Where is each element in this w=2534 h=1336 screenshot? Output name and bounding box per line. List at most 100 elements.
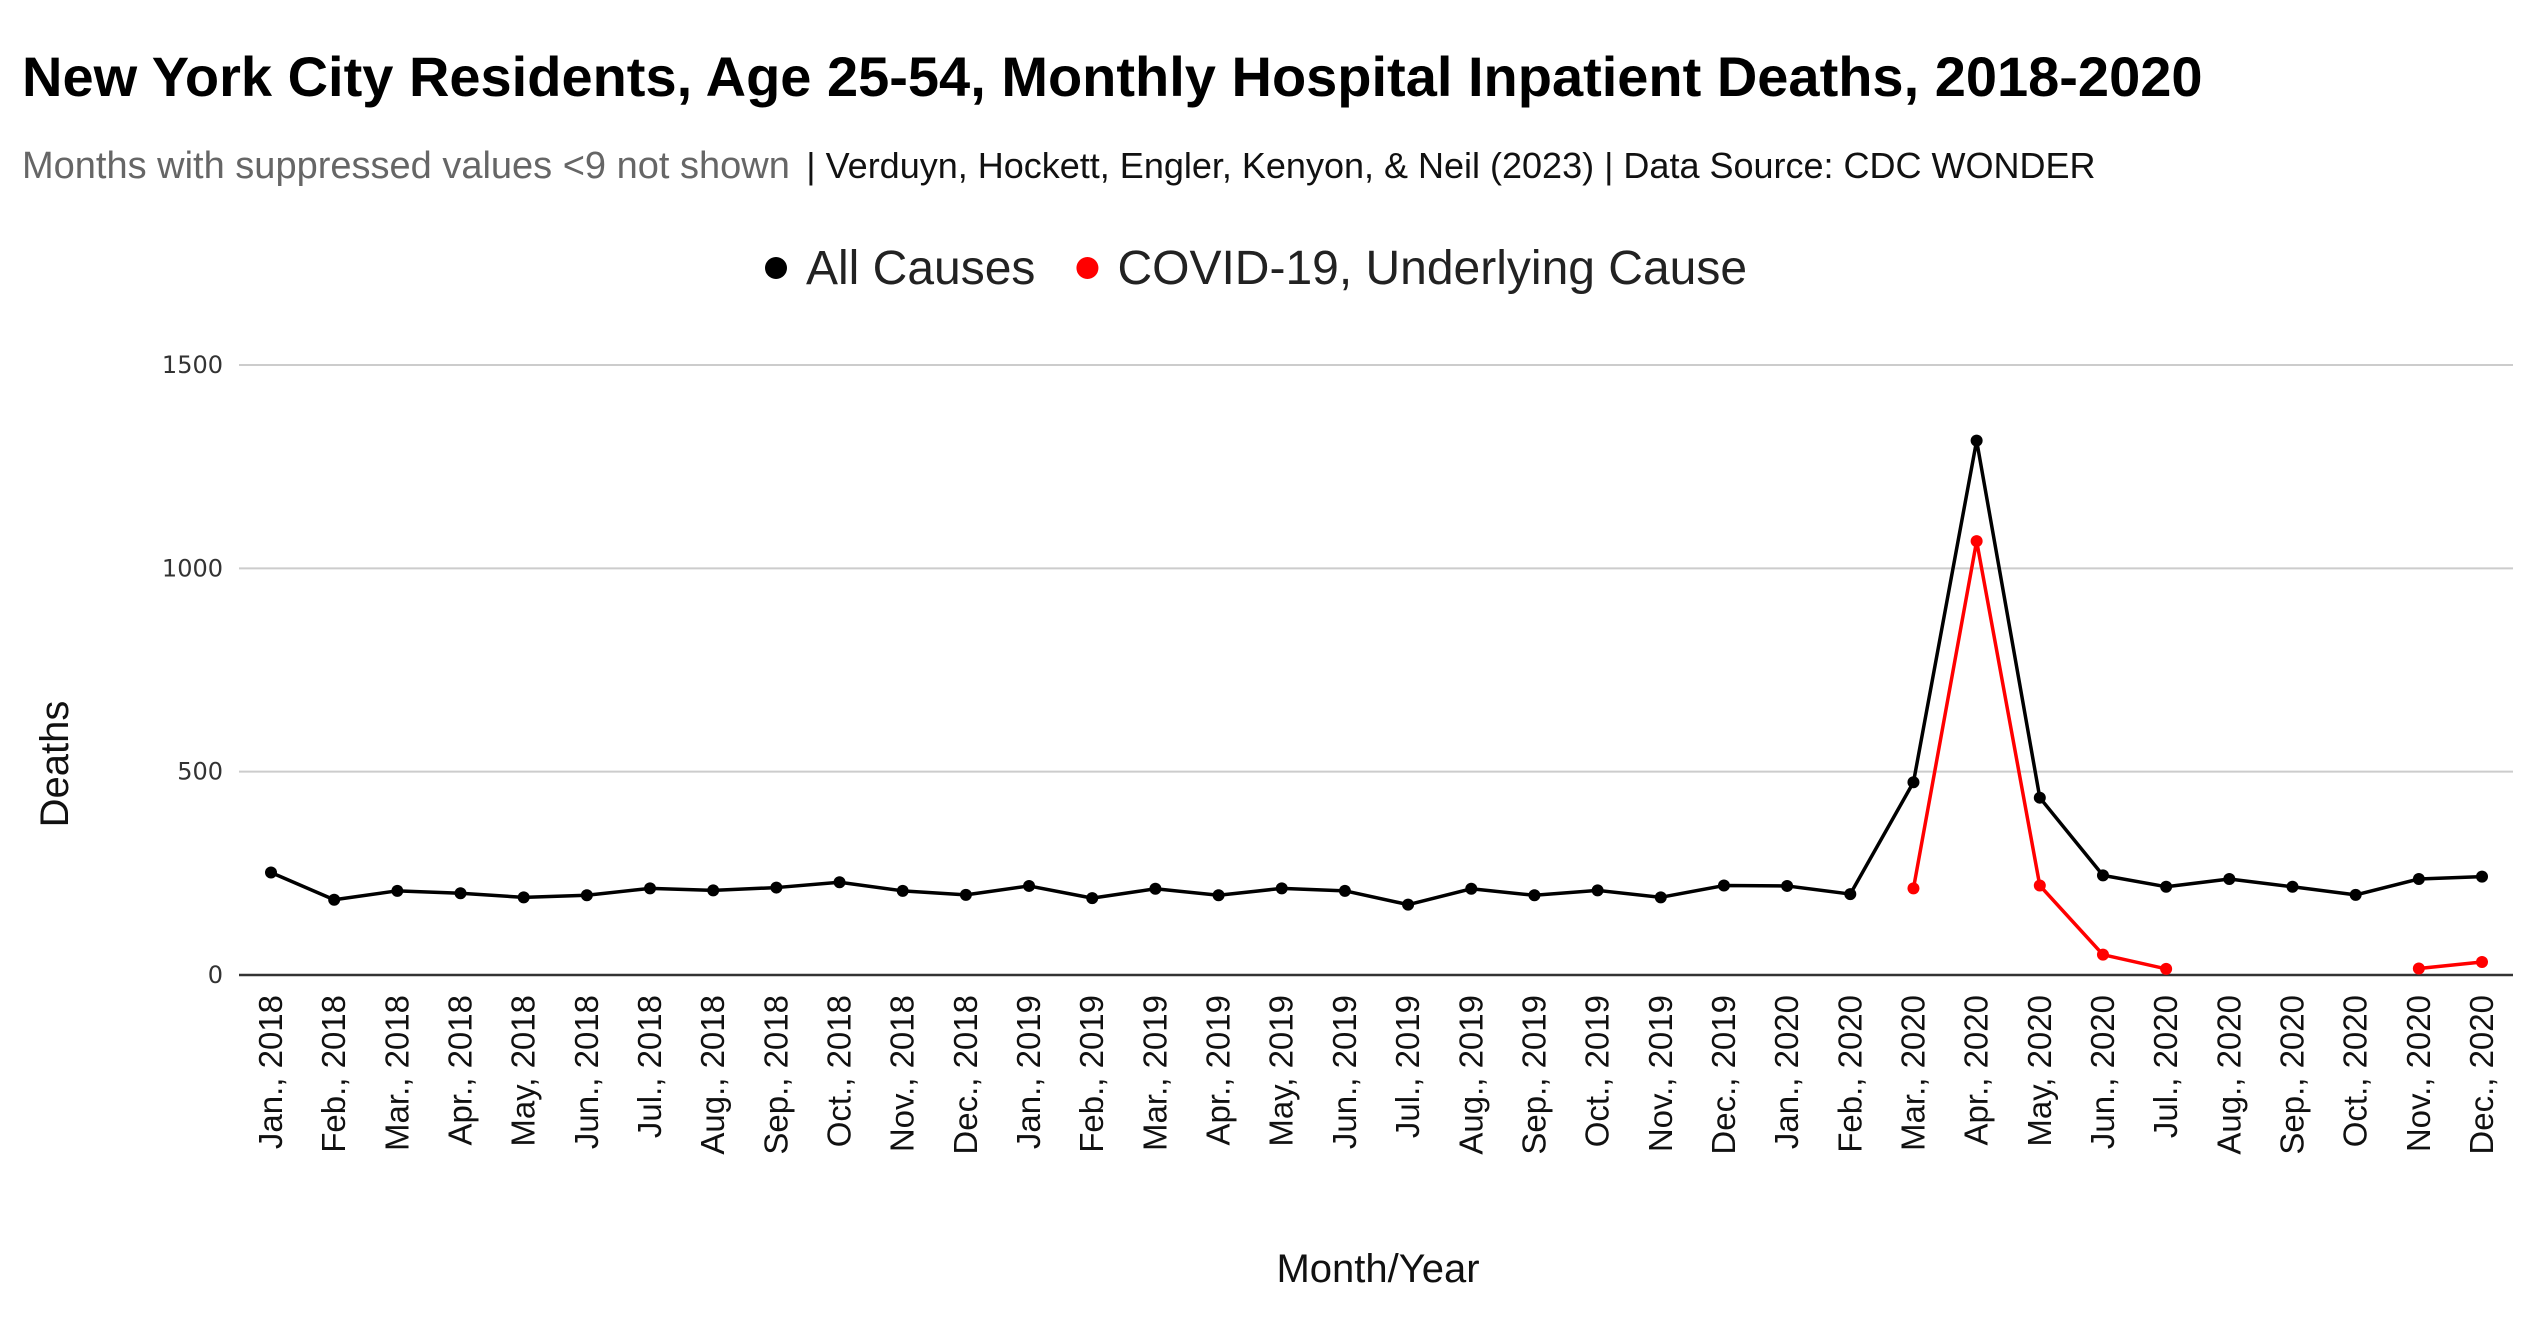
data-point: [328, 893, 341, 906]
legend: All Causes COVID-19, Underlying Cause: [765, 242, 1747, 295]
y-axis-title: Deaths: [33, 701, 77, 828]
data-point: [644, 882, 657, 895]
data-point: [2412, 873, 2425, 886]
x-tick-label: Apr., 2020: [1958, 995, 1995, 1145]
data-point: [2160, 880, 2173, 893]
x-tick-label: May, 2018: [505, 995, 542, 1147]
data-point: [2223, 873, 2236, 886]
x-tick-label: Apr., 2018: [442, 995, 479, 1145]
data-point: [1528, 889, 1541, 902]
data-point: [1023, 879, 1036, 892]
series-line: [270, 438, 2483, 907]
data-point: [1907, 776, 1920, 789]
x-tick-label: Aug., 2018: [694, 995, 731, 1155]
x-tick-label: Sep., 2018: [757, 995, 794, 1155]
x-tick-label: Oct., 2019: [1579, 995, 1616, 1147]
x-tick-label: Oct., 2020: [2337, 995, 2374, 1147]
x-tick-label: Nov., 2020: [2400, 995, 2437, 1152]
data-point: [1844, 888, 1857, 901]
x-tick-label: Feb., 2018: [315, 995, 352, 1153]
subtitle-note: Months with suppressed values <9 not sho…: [22, 145, 790, 187]
data-point: [1149, 882, 1162, 895]
x-tick-label: Sep., 2019: [1515, 995, 1552, 1155]
data-point: [2160, 962, 2173, 975]
series-line: [2418, 960, 2483, 971]
y-tick-label: 1000: [162, 554, 223, 582]
data-point: [1591, 884, 1604, 897]
data-point: [896, 884, 909, 897]
data-point: [517, 891, 530, 904]
x-tick-label: Jan., 2019: [1010, 995, 1047, 1149]
data-point: [2476, 870, 2488, 883]
data-point: [1086, 892, 1099, 905]
data-point: [1275, 882, 1288, 895]
gridlines: [239, 364, 2513, 977]
x-tick-label: Dec., 2020: [2463, 995, 2500, 1155]
x-tick-label: May, 2020: [2021, 995, 2058, 1147]
data-point: [454, 887, 467, 900]
data-point: [1465, 882, 1478, 895]
x-tick-label: Feb., 2020: [1831, 995, 1868, 1153]
legend-marker: [1076, 257, 1099, 279]
data-point: [1970, 434, 1983, 447]
x-tick-label: Jul., 2018: [631, 995, 668, 1138]
data-point: [1338, 884, 1351, 897]
x-tick-label: Dec., 2018: [947, 995, 984, 1155]
x-tick-label: Aug., 2019: [1452, 995, 1489, 1155]
x-axis-ticks: Jan., 2018 Feb., 2018 Mar., 2018 Apr., 2018…: [252, 995, 2500, 1155]
data-point: [770, 881, 783, 894]
data-point: [1654, 891, 1667, 904]
x-tick-label: Nov., 2019: [1642, 995, 1679, 1152]
x-tick-label: Feb., 2019: [1073, 995, 1110, 1153]
series-line: [1911, 539, 2167, 971]
x-tick-label: Mar., 2019: [1136, 995, 1173, 1151]
data-point: [2349, 888, 2362, 901]
x-tick-label: Nov., 2018: [884, 995, 921, 1152]
x-tick-label: Mar., 2018: [378, 995, 415, 1151]
x-tick-label: Oct., 2018: [821, 995, 858, 1147]
data-point: [1970, 535, 1983, 548]
data-point: [391, 884, 404, 897]
x-axis-title: Month/Year: [1276, 1247, 1479, 1291]
data-point: [1212, 889, 1225, 902]
x-tick-label: Aug., 2020: [2210, 995, 2247, 1155]
data-point: [2286, 880, 2299, 893]
x-tick-label: Dec., 2019: [1705, 995, 1742, 1155]
data-point: [2033, 791, 2046, 804]
series-all-causes: [265, 434, 2488, 911]
x-tick-label: Sep., 2020: [2273, 995, 2310, 1155]
x-tick-label: Jun., 2020: [2084, 995, 2121, 1149]
x-tick-label: Jul., 2020: [2147, 995, 2184, 1138]
x-tick-label: Jan., 2018: [252, 995, 289, 1149]
data-point: [580, 889, 593, 902]
x-tick-label: May, 2019: [1263, 995, 1300, 1147]
x-tick-label: Jan., 2020: [1768, 995, 1805, 1149]
chart-title: New York City Residents, Age 25-54, Mont…: [22, 45, 2203, 108]
x-tick-label: Jul., 2019: [1389, 995, 1426, 1138]
data-point: [707, 884, 720, 897]
series-covid-19: [1907, 535, 2488, 975]
y-tick-label: 1500: [162, 351, 223, 379]
y-axis-ticks: 0 500 1000 1500: [162, 351, 223, 989]
data-point: [1402, 898, 1415, 911]
data-point: [2096, 869, 2109, 882]
chart-subtitle: Months with suppressed values <9 not sho…: [22, 145, 2096, 187]
x-tick-label: Jun., 2019: [1326, 995, 1363, 1149]
data-point: [1781, 879, 1794, 892]
legend-marker: [765, 257, 787, 279]
data-point: [833, 876, 846, 889]
data-point: [2412, 962, 2425, 975]
data-point: [1717, 879, 1730, 892]
y-tick-label: 500: [177, 758, 223, 786]
data-point: [1907, 882, 1920, 895]
legend-label: COVID-19, Underlying Cause: [1117, 242, 1747, 295]
y-tick-label: 0: [208, 961, 223, 989]
x-tick-label: Mar., 2020: [1894, 995, 1931, 1151]
series-layer: [265, 434, 2488, 975]
subtitle-source: | Verduyn, Hockett, Engler, Kenyon, & Ne…: [806, 145, 2095, 186]
legend-label: All Causes: [806, 242, 1035, 295]
data-point: [2476, 955, 2488, 968]
data-point: [959, 888, 972, 901]
data-point: [265, 866, 277, 879]
